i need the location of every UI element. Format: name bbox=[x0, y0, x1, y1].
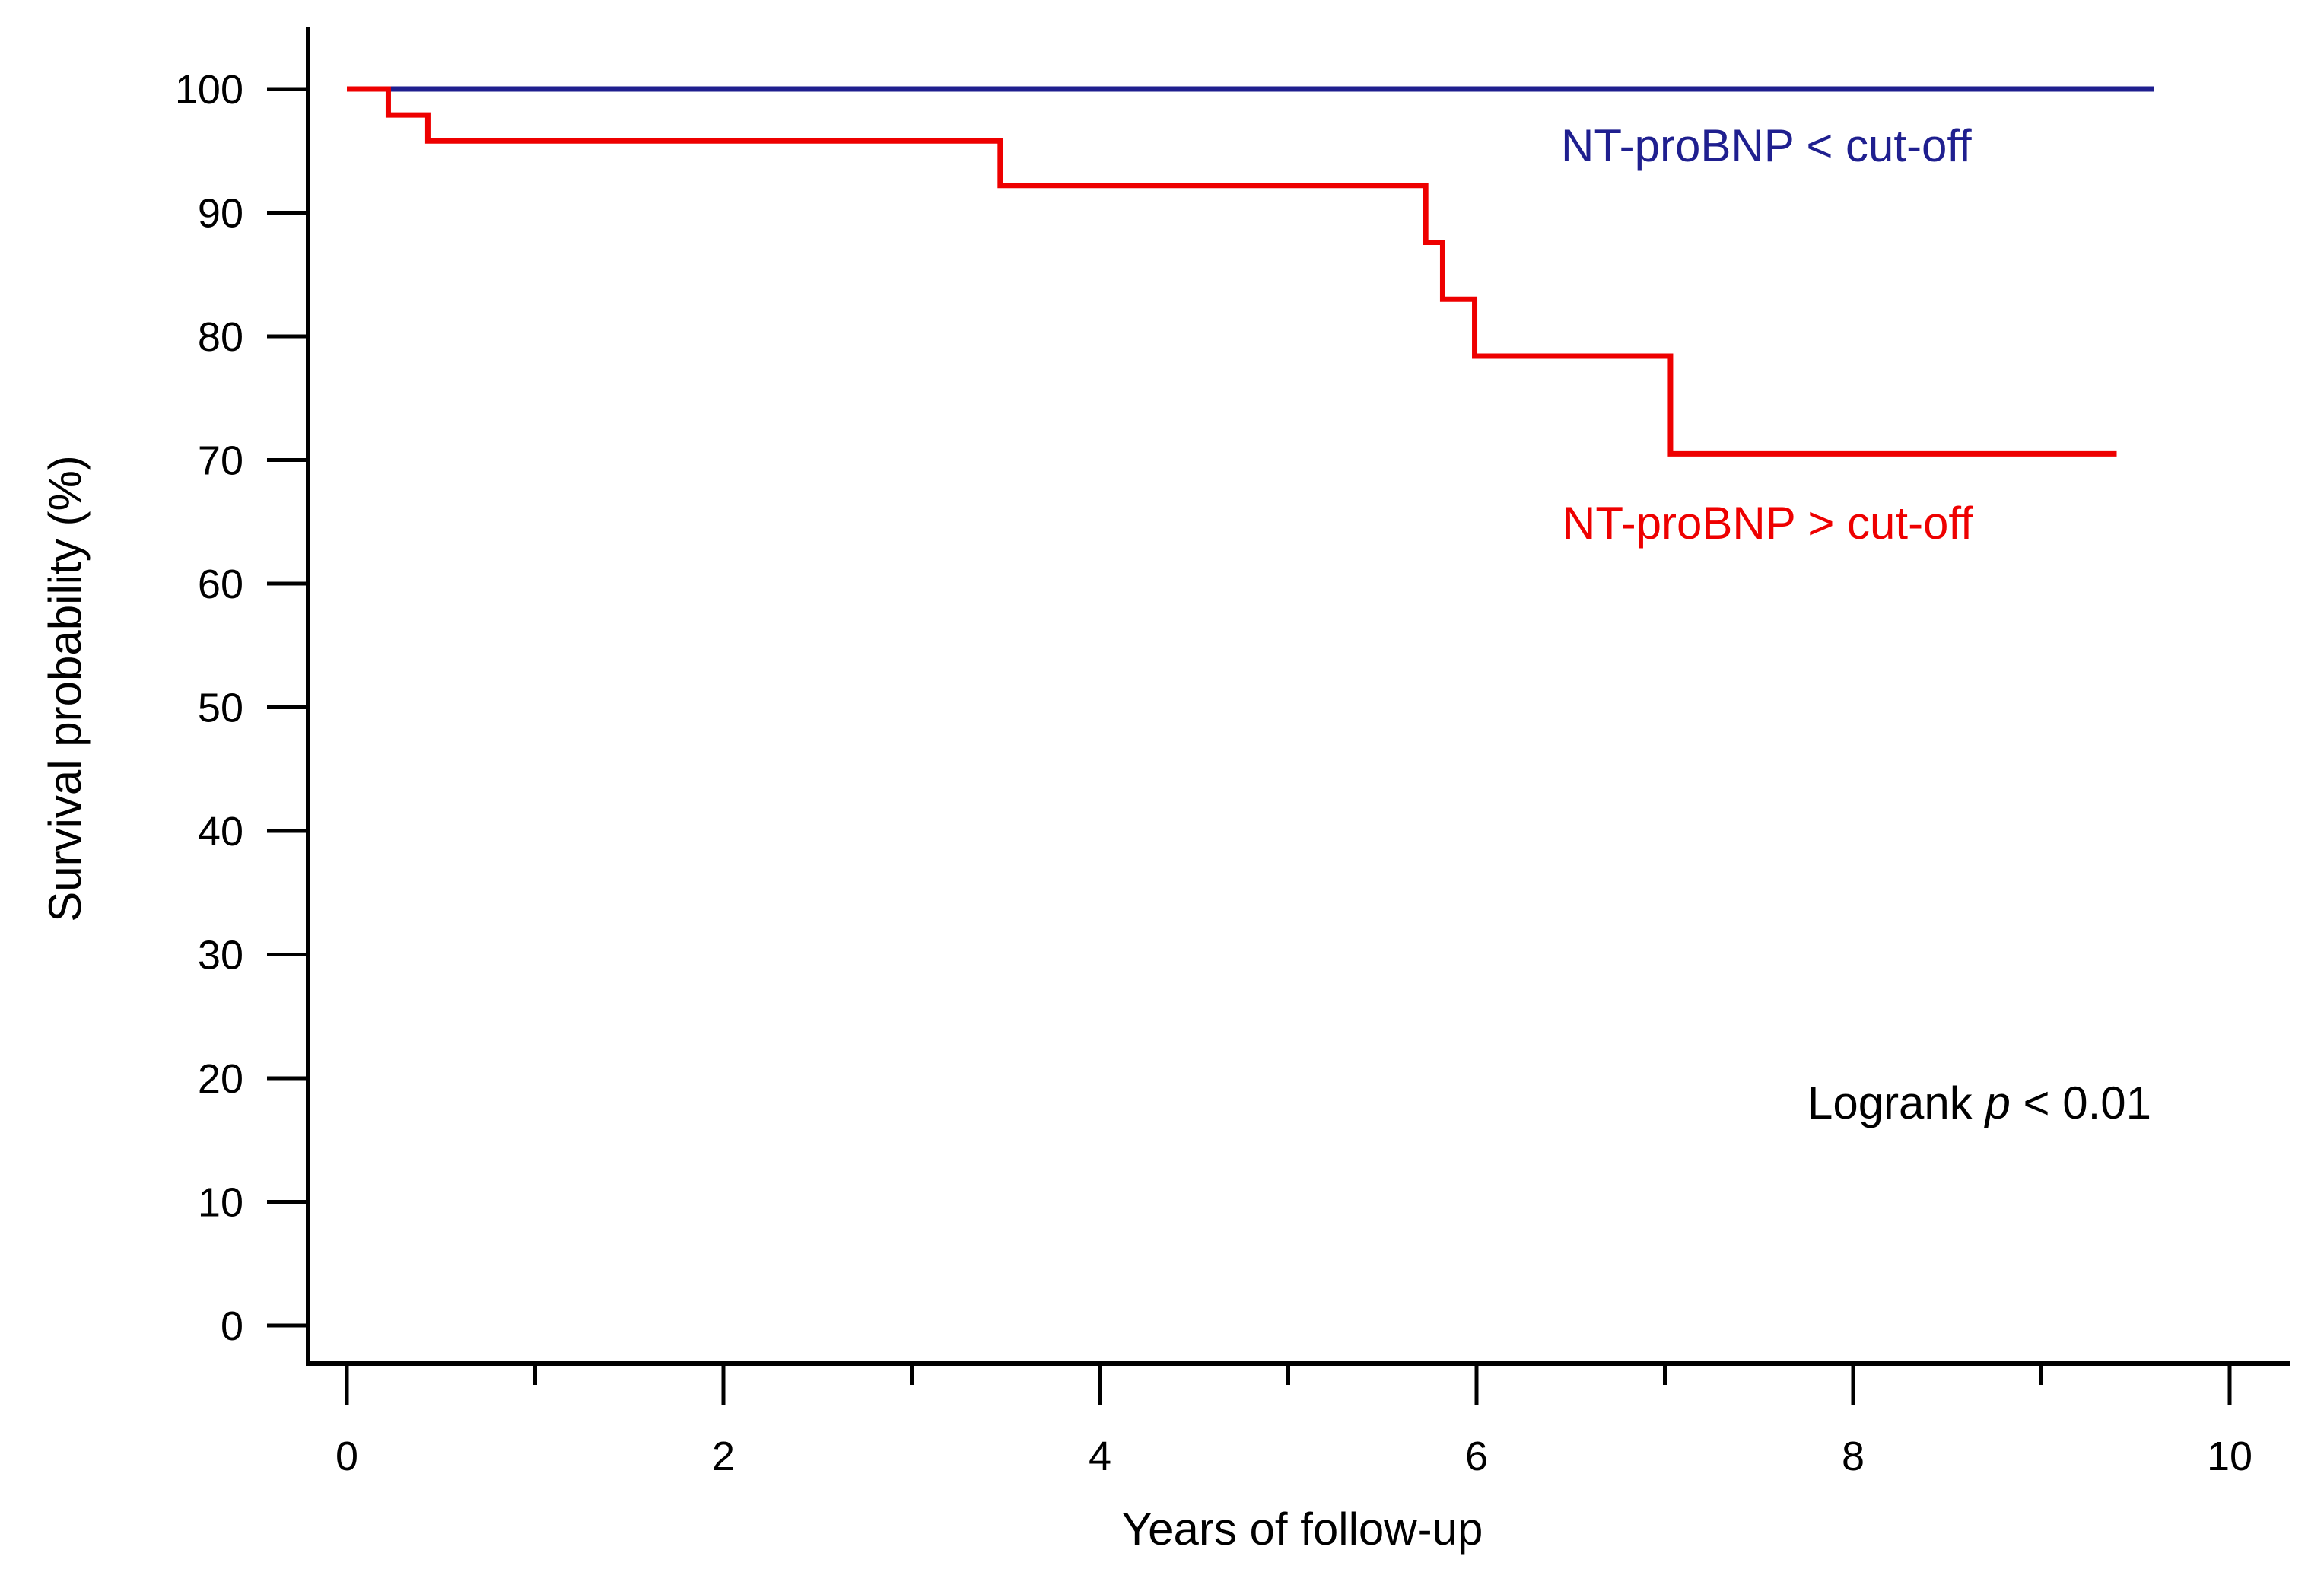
axes: 0 10 20 30 40 50 60 70 80 90 100 0 2 4 6 8 10 bbox=[175, 27, 2290, 1479]
series-group bbox=[347, 86, 2154, 457]
label-above-cutoff: NT-proBNP > cut-off bbox=[1563, 498, 1973, 549]
x-tick-label: 10 bbox=[2207, 1434, 2252, 1479]
logrank-suffix: < 0.01 bbox=[2011, 1077, 2151, 1128]
x-tick-label: 0 bbox=[335, 1434, 358, 1479]
label-below-cutoff: NT-proBNP < cut-off bbox=[1561, 120, 1972, 171]
x-tick-label: 6 bbox=[1465, 1434, 1488, 1479]
x-tick-label: 2 bbox=[712, 1434, 735, 1479]
y-tick-label: 0 bbox=[221, 1303, 243, 1349]
y-tick-label: 90 bbox=[198, 191, 243, 237]
y-tick-label: 20 bbox=[198, 1056, 243, 1102]
logrank-annotation: Logrank p < 0.01 bbox=[1807, 1077, 2151, 1128]
y-tick-label: 80 bbox=[198, 314, 243, 360]
x-axis-title: Years of follow-up bbox=[1122, 1504, 1483, 1555]
logrank-p: p bbox=[1983, 1077, 2010, 1128]
y-tick-label: 50 bbox=[198, 686, 243, 731]
y-tick-label: 40 bbox=[198, 809, 243, 855]
y-axis-title: Survival probability (%) bbox=[40, 455, 91, 922]
x-tick-label: 8 bbox=[1842, 1434, 1865, 1479]
y-tick-label: 10 bbox=[198, 1180, 243, 1226]
series-line-above-cutoff bbox=[347, 86, 2117, 457]
y-tick-label: 60 bbox=[198, 562, 243, 607]
y-tick-label: 100 bbox=[175, 67, 243, 113]
x-tick-label: 4 bbox=[1089, 1434, 1111, 1479]
logrank-prefix: Logrank bbox=[1807, 1077, 1985, 1128]
y-tick-label: 70 bbox=[198, 438, 243, 484]
y-tick-label: 30 bbox=[198, 933, 243, 979]
